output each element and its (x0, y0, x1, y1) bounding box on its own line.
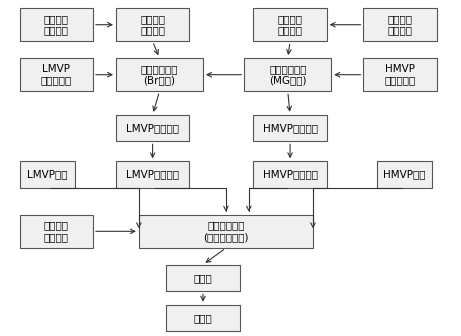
Text: HMVP光学常数: HMVP光学常数 (263, 170, 318, 180)
Text: 陶瓷材料
介电函数: 陶瓷材料 介电函数 (278, 14, 302, 36)
Text: HMVP厚度: HMVP厚度 (384, 170, 426, 180)
FancyBboxPatch shape (254, 8, 327, 41)
FancyBboxPatch shape (20, 161, 75, 188)
FancyBboxPatch shape (363, 8, 437, 41)
FancyBboxPatch shape (116, 161, 189, 188)
Text: LMVP厚度: LMVP厚度 (27, 170, 67, 180)
Text: 陶瓷材料
光学常数: 陶瓷材料 光学常数 (388, 14, 413, 36)
Text: HMVP
金属体积数: HMVP 金属体积数 (384, 64, 416, 85)
Text: 发射率: 发射率 (194, 313, 213, 323)
Text: 入射介质
光学常数: 入射介质 光学常数 (44, 220, 69, 242)
Text: HMVP介电常数: HMVP介电常数 (263, 123, 318, 133)
Text: 反射率: 反射率 (194, 273, 213, 283)
FancyBboxPatch shape (116, 58, 203, 91)
FancyBboxPatch shape (166, 265, 240, 291)
Text: LMVP介电常数: LMVP介电常数 (126, 123, 179, 133)
FancyBboxPatch shape (254, 161, 327, 188)
FancyBboxPatch shape (116, 8, 189, 41)
FancyBboxPatch shape (20, 58, 93, 91)
FancyBboxPatch shape (244, 58, 331, 91)
Text: 金属材料
光学常数: 金属材料 光学常数 (44, 14, 69, 36)
FancyBboxPatch shape (166, 305, 240, 331)
Text: LMVP光学常数: LMVP光学常数 (126, 170, 179, 180)
FancyBboxPatch shape (116, 115, 189, 141)
Text: LMVP
金属体积数: LMVP 金属体积数 (41, 64, 72, 85)
Text: 有效介质理论
(Br公式): 有效介质理论 (Br公式) (141, 64, 178, 85)
FancyBboxPatch shape (377, 161, 432, 188)
FancyBboxPatch shape (20, 8, 93, 41)
FancyBboxPatch shape (254, 115, 327, 141)
Text: 金属材料
介电函数: 金属材料 介电函数 (140, 14, 165, 36)
Text: 传播矩阵理论
(导纳特征矩阵): 传播矩阵理论 (导纳特征矩阵) (203, 220, 248, 242)
FancyBboxPatch shape (20, 215, 93, 248)
Text: 有效介质理论
(MG公式): 有效介质理论 (MG公式) (269, 64, 307, 85)
FancyBboxPatch shape (363, 58, 437, 91)
FancyBboxPatch shape (139, 215, 313, 248)
